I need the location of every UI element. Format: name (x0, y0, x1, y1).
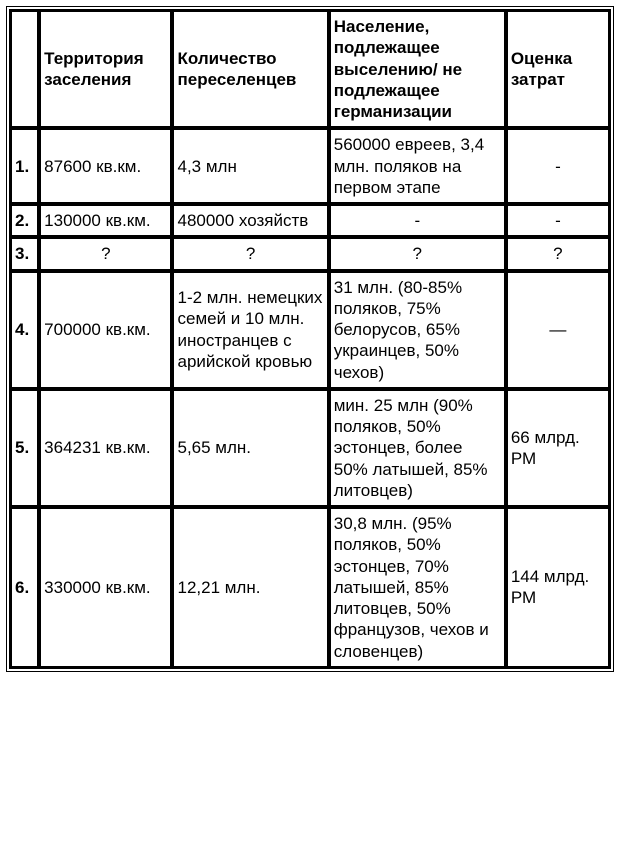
cell-num: 1. (10, 128, 39, 204)
cell-settlers: ? (172, 237, 328, 270)
cell-cost: 66 млрд. РМ (506, 389, 610, 507)
cell-population: 560000 евреев, 3,4 млн. поляков на перво… (329, 128, 506, 204)
table-row: 2. 130000 кв.км. 480000 хозяйств - - (10, 204, 610, 237)
cell-population: - (329, 204, 506, 237)
cell-territory: 364231 кв.км. (39, 389, 172, 507)
cell-settlers: 1-2 млн. немецких семей и 10 млн. иностр… (172, 271, 328, 389)
cell-settlers: 4,3 млн (172, 128, 328, 204)
cell-cost: 144 млрд. РМ (506, 507, 610, 668)
cell-num: 2. (10, 204, 39, 237)
cell-population: ? (329, 237, 506, 270)
header-row: Территория заселения Количество переселе… (10, 10, 610, 128)
cell-num: 4. (10, 271, 39, 389)
cell-cost: ? (506, 237, 610, 270)
header-territory: Территория заселения (39, 10, 172, 128)
cell-settlers: 12,21 млн. (172, 507, 328, 668)
data-table: Территория заселения Количество переселе… (6, 6, 614, 672)
table-row: 6. 330000 кв.км. 12,21 млн. 30,8 млн. (9… (10, 507, 610, 668)
cell-territory: ? (39, 237, 172, 270)
cell-num: 5. (10, 389, 39, 507)
header-cost: Оценка затрат (506, 10, 610, 128)
table-row: 4. 700000 кв.км. 1-2 млн. немецких семей… (10, 271, 610, 389)
cell-population: мин. 25 млн (90% поляков, 50% эстонцев, … (329, 389, 506, 507)
table-row: 5. 364231 кв.км. 5,65 млн. мин. 25 млн (… (10, 389, 610, 507)
header-settlers: Количество переселенцев (172, 10, 328, 128)
cell-territory: 700000 кв.км. (39, 271, 172, 389)
cell-territory: 87600 кв.км. (39, 128, 172, 204)
cell-population: 31 млн. (80-85% поляков, 75% белорусов, … (329, 271, 506, 389)
cell-population: 30,8 млн. (95% поляков, 50% эстонцев, 70… (329, 507, 506, 668)
cell-settlers: 5,65 млн. (172, 389, 328, 507)
cell-territory: 130000 кв.км. (39, 204, 172, 237)
cell-cost: - (506, 204, 610, 237)
cell-settlers: 480000 хозяйств (172, 204, 328, 237)
header-population: Население, подлежащее выселению/ не подл… (329, 10, 506, 128)
cell-num: 6. (10, 507, 39, 668)
table-row: 1. 87600 кв.км. 4,3 млн 560000 евреев, 3… (10, 128, 610, 204)
table-body: 1. 87600 кв.км. 4,3 млн 560000 евреев, 3… (10, 128, 610, 668)
cell-cost: - (506, 128, 610, 204)
cell-territory: 330000 кв.км. (39, 507, 172, 668)
cell-num: 3. (10, 237, 39, 270)
table-row: 3. ? ? ? ? (10, 237, 610, 270)
cell-cost: — (506, 271, 610, 389)
header-num (10, 10, 39, 128)
